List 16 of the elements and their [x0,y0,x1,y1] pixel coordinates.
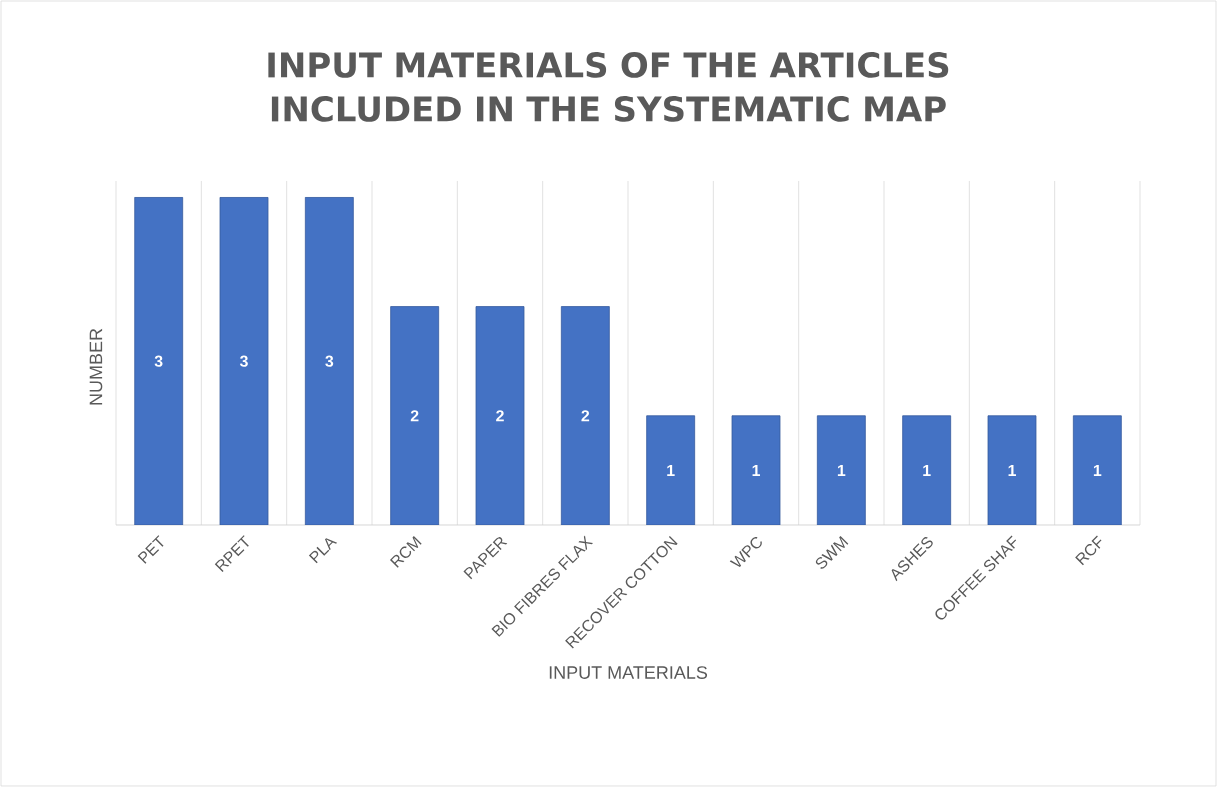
data-label: 1 [1008,464,1016,476]
data-label: 2 [496,410,504,422]
data-label: 2 [581,410,590,422]
data-label: 3 [154,355,163,367]
data-label: 1 [837,464,846,476]
data-label: 3 [239,355,248,367]
data-label: 1 [667,464,675,476]
data-label: 1 [1093,464,1102,476]
chart-title: INPUT MATERIALS OF THE ARTICLES INCLUDED IN THE SYSTEMATIC MAP [268,52,949,122]
x-axis-title: INPUT MATERIALS [549,666,708,679]
data-label: 1 [923,464,931,476]
x-tick-label: PLA [308,538,338,564]
y-axis-title: NUMBER [89,328,103,405]
data-label: 3 [325,355,334,367]
data-label: 2 [410,410,419,422]
data-label: 1 [752,464,760,476]
